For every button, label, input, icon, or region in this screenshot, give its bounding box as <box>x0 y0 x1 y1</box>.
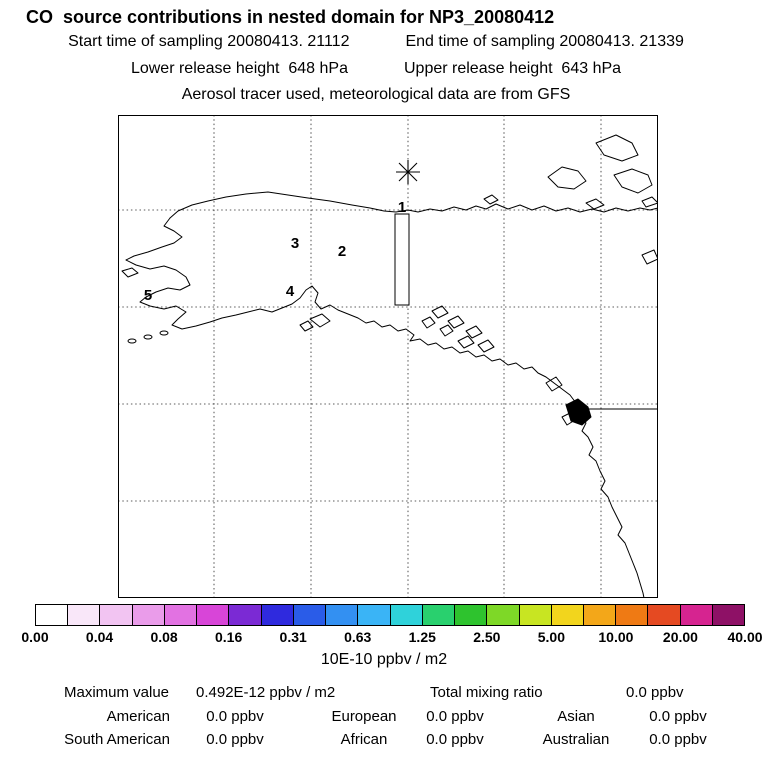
trajectory-marker-3: 3 <box>291 235 299 252</box>
region-value-african: 0.0 ppbv <box>426 731 484 748</box>
tracer-note-line: Aerosol tracer used, meteorological data… <box>0 86 752 104</box>
figure-header: CO source contributions in nested domain… <box>0 0 752 110</box>
colorbar-tick-label: 10.00 <box>598 629 634 645</box>
colorbar-segment <box>518 605 551 625</box>
map-svg: 1 2 3 4 5 <box>118 115 659 599</box>
colorbar-segment <box>486 605 519 625</box>
colorbar-segment <box>228 605 261 625</box>
stats-row-regions-2: South American 0.0 ppbv African 0.0 ppbv… <box>0 731 768 749</box>
upper-release-height-text: Upper release height 643 hPa <box>404 60 622 77</box>
maximum-value: 0.492E-12 ppbv / m2 <box>196 684 336 701</box>
colorbar-segment <box>36 605 68 625</box>
colorbar-tick-label: 0.16 <box>215 629 243 645</box>
colorbar-segment <box>421 605 455 625</box>
total-mixing-ratio-value: 0.0 ppbv <box>626 684 684 701</box>
tracer-note-text: Aerosol tracer used, meteorological data… <box>181 86 571 103</box>
colorbar <box>35 604 745 626</box>
lower-release-height-text: Lower release height 648 hPa <box>130 60 348 77</box>
colorbar-segment <box>292 605 326 625</box>
colorbar-tick-label: 20.00 <box>662 629 698 645</box>
trajectory-marker-2: 2 <box>338 243 346 260</box>
total-mixing-ratio-label: Total mixing ratio <box>430 684 543 701</box>
region-label-american: American <box>106 708 170 725</box>
island-cluster <box>565 398 592 426</box>
grid-lines <box>118 115 658 598</box>
colorbar-tick-label: 5.00 <box>537 629 565 645</box>
colorbar-segment <box>325 605 358 625</box>
colorbar-segment <box>454 605 487 625</box>
colorbar-segment <box>196 605 229 625</box>
release-column <box>394 213 410 306</box>
region-value-asian: 0.0 ppbv <box>649 708 707 725</box>
colorbar-tick-label: 2.50 <box>473 629 501 645</box>
stats-row-max: Maximum value 0.492E-12 ppbv / m2 Total … <box>0 684 768 702</box>
trajectory-marker-4: 4 <box>286 283 295 300</box>
colorbar-units: 10E-10 ppbv / m2 <box>320 651 448 668</box>
colorbar-segment <box>582 605 616 625</box>
colorbar-tick-label: 0.00 <box>21 629 49 645</box>
colorbar-tick-label: 0.63 <box>344 629 372 645</box>
region-label-south-american: South American <box>64 731 170 748</box>
region-label-australian: Australian <box>542 731 610 748</box>
release-star-icon <box>396 160 420 184</box>
start-time-text: Start time of sampling 20080413. 21112 <box>68 33 350 50</box>
colorbar-segment <box>260 605 293 625</box>
region-label-african: African <box>340 731 388 748</box>
trajectory-marker-5: 5 <box>144 287 152 304</box>
region-value-european: 0.0 ppbv <box>426 708 484 725</box>
colorbar-segment <box>67 605 100 625</box>
region-value-american: 0.0 ppbv <box>206 708 264 725</box>
colorbar-segment <box>550 605 583 625</box>
region-label-european: European <box>331 708 397 725</box>
figure-title: CO source contributions in nested domain… <box>26 7 555 27</box>
maximum-value-label: Maximum value <box>64 684 170 701</box>
map-panel: 1 2 3 4 5 <box>118 115 659 599</box>
trajectory-markers: 1 2 3 4 5 <box>144 199 406 304</box>
end-time-text: End time of sampling 20080413. 21339 <box>405 33 684 50</box>
colorbar-segment <box>711 605 745 625</box>
colorbar-segment <box>163 605 197 625</box>
coastline <box>121 134 659 599</box>
colorbar-tick-label: 0.08 <box>150 629 178 645</box>
colorbar-segment <box>647 605 680 625</box>
trajectory-marker-1: 1 <box>398 199 406 216</box>
colorbar-labels: 0.00 0.04 0.08 0.16 0.31 0.63 1.25 2.50 5.00 10.0… <box>21 629 762 645</box>
region-value-south-american: 0.0 ppbv <box>206 731 264 748</box>
map-border <box>118 115 658 598</box>
colorbar-tick-label: 0.31 <box>279 629 307 645</box>
region-value-australian: 0.0 ppbv <box>649 731 707 748</box>
colorbar-segment <box>99 605 132 625</box>
colorbar-tick-label: 40.00 <box>727 629 763 645</box>
colorbar-tick-label: 1.25 <box>408 629 436 645</box>
colorbar-segment <box>615 605 648 625</box>
colorbar-segment <box>679 605 712 625</box>
colorbar-segment <box>131 605 164 625</box>
colorbar-segment <box>389 605 422 625</box>
sampling-times-line: Start time of sampling 20080413. 21112 E… <box>0 33 752 51</box>
colorbar-tick-label: 0.04 <box>85 629 114 645</box>
release-heights-line: Lower release height 648 hPa Upper relea… <box>0 60 752 78</box>
stats-row-regions-1: American 0.0 ppbv European 0.0 ppbv Asia… <box>0 708 768 726</box>
region-label-asian: Asian <box>557 708 595 725</box>
colorbar-segment <box>357 605 390 625</box>
